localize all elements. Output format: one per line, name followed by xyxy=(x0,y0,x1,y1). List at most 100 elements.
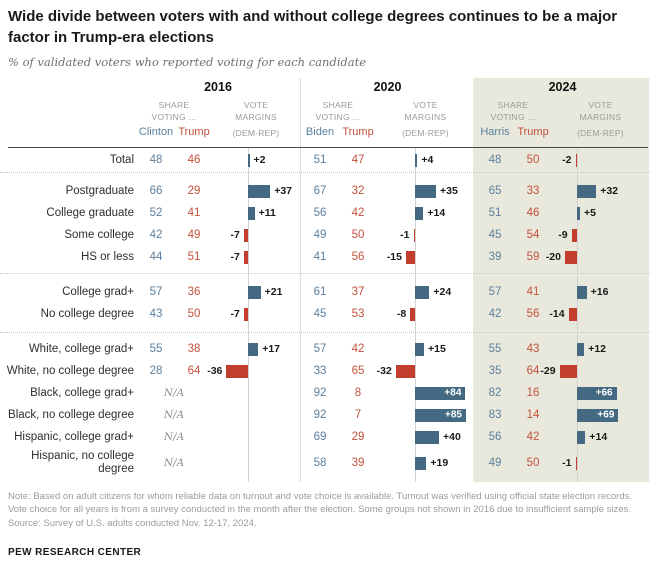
dem-share-value: 61 xyxy=(313,286,327,298)
rep-share-value: 16 xyxy=(526,387,540,399)
rep-share-value: 50 xyxy=(526,457,540,469)
dem-share-value: 42 xyxy=(488,308,502,320)
rep-share-value: 47 xyxy=(351,154,365,166)
margin-bar xyxy=(577,342,585,356)
year-label-2020: 2020 xyxy=(373,80,402,94)
row-group: Total 48 46 +2 51 47 +4 48 50 -2 xyxy=(0,148,650,173)
rep-share-value: 49 xyxy=(187,229,201,241)
table-row: Some college 42 49 -7 49 50 -1 45 54 -9 xyxy=(0,224,650,246)
pew-research-center-brand: PEW RESEARCH CENTER xyxy=(8,547,142,558)
margin-value: -7 xyxy=(230,229,240,241)
dem-share-value: 65 xyxy=(488,185,502,197)
rep-share-value: 54 xyxy=(526,229,540,241)
row-group: College grad+ 57 36 +21 61 37 +24 57 41 +16 No col… xyxy=(0,274,650,333)
rep-share-value: 53 xyxy=(351,308,365,320)
margin-bar xyxy=(565,250,577,264)
margin-value: +19 xyxy=(430,457,449,469)
margin-value: -9 xyxy=(558,229,568,241)
margin-bar xyxy=(577,285,587,299)
dem-share-value: 56 xyxy=(313,207,327,219)
margin-bar xyxy=(577,386,617,400)
na-value: N/A xyxy=(163,431,185,443)
footer-notes: Note: Based on adult citizens for whom r… xyxy=(8,490,638,530)
row-label: Hispanic, college grad+ xyxy=(14,430,134,443)
dem-share-value: 82 xyxy=(488,387,502,399)
rep-share-value: 50 xyxy=(351,229,365,241)
margin-bar xyxy=(415,430,439,444)
rep-share-value: 59 xyxy=(526,251,540,263)
rep-share-value: 46 xyxy=(526,207,540,219)
margin-bar xyxy=(226,364,248,378)
dem-share-value: 51 xyxy=(488,207,502,219)
margin-value: +15 xyxy=(428,343,446,355)
na-value: N/A xyxy=(163,409,185,421)
margin-value: -1 xyxy=(400,229,410,241)
row-label: Some college xyxy=(64,228,134,241)
dem-share-value: 69 xyxy=(313,431,327,443)
dem-share-value: 57 xyxy=(488,286,502,298)
row-label: Black, college grad+ xyxy=(30,386,134,399)
table-row: White, college grad+ 55 38 +17 57 42 +15 55 43 +1… xyxy=(0,338,650,360)
margin-bar xyxy=(415,342,424,356)
rep-share-value: 14 xyxy=(526,409,540,421)
dem-share-value: 35 xyxy=(488,365,502,377)
rep-share-value: 38 xyxy=(187,343,201,355)
dem-share-value: 28 xyxy=(149,365,163,377)
margin-bar xyxy=(415,386,466,400)
chart-subtitle: % of validated voters who reported votin… xyxy=(8,55,367,69)
dem-share-value: 45 xyxy=(313,308,327,320)
rep-share-value: 51 xyxy=(187,251,201,263)
table-row: Total 48 46 +2 51 47 +4 48 50 -2 xyxy=(0,148,650,172)
rep-share-value: 39 xyxy=(351,457,365,469)
dem-candidate-2020: Biden xyxy=(305,126,335,138)
margin-value: -29 xyxy=(540,365,556,377)
margin-value: -2 xyxy=(562,154,572,166)
row-label: Total xyxy=(109,153,134,166)
rep-share-value: 56 xyxy=(526,308,540,320)
margin-value: +85 xyxy=(445,409,462,421)
share-header-2020: SHARE VOTING ... xyxy=(315,100,361,122)
rep-share-value: 7 xyxy=(354,409,362,421)
margin-value: -7 xyxy=(230,308,240,320)
table-row: College graduate 52 41 +11 56 42 +14 51 46 +5 xyxy=(0,202,650,224)
margin-bar xyxy=(577,206,580,220)
panel-2024-highlight xyxy=(473,78,649,482)
dem-share-value: 49 xyxy=(313,229,327,241)
table-row: Black, college grad+ N/A 92 8 +84 82 16 +66 xyxy=(0,382,650,404)
row-label: Hispanic, no college degree xyxy=(31,450,134,475)
margin-zero-axis-2016 xyxy=(248,147,249,482)
dem-share-value: 56 xyxy=(488,431,502,443)
dem-share-value: 48 xyxy=(149,154,163,166)
rep-share-value: 50 xyxy=(526,154,540,166)
rep-share-value: 65 xyxy=(351,365,365,377)
row-label: White, college grad+ xyxy=(28,342,134,355)
margin-bar xyxy=(575,456,577,470)
demrep-label-2024: (DEM-REP) xyxy=(577,128,624,138)
dem-share-value: 83 xyxy=(488,409,502,421)
margin-value: -15 xyxy=(386,251,402,263)
rep-share-value: 50 xyxy=(187,308,201,320)
rep-share-value: 64 xyxy=(187,365,201,377)
margin-value: -32 xyxy=(376,365,392,377)
margins-header-2024: VOTE MARGINS xyxy=(579,100,622,122)
margin-bar xyxy=(248,285,261,299)
margin-bar xyxy=(410,307,415,321)
rep-share-value: 36 xyxy=(187,286,201,298)
margin-value: +11 xyxy=(258,207,276,219)
dem-share-value: 55 xyxy=(149,343,163,355)
row-group: White, college grad+ 55 38 +17 57 42 +15 55 43 +1… xyxy=(0,333,650,482)
note-text: Note: Based on adult citizens for whom r… xyxy=(8,491,633,516)
margins-header-2020: VOTE MARGINS xyxy=(404,100,447,122)
margin-value: -36 xyxy=(207,365,223,377)
dem-share-value: 43 xyxy=(149,308,163,320)
margin-value: +40 xyxy=(443,431,461,443)
table-row: HS or less 44 51 -7 41 56 -15 39 59 -20 xyxy=(0,246,650,268)
margin-bar xyxy=(571,228,577,242)
margin-value: +14 xyxy=(427,207,446,219)
margin-bar xyxy=(415,184,436,198)
rep-share-value: 43 xyxy=(526,343,540,355)
vote-table: 2016 2020 2024 SHARE VOTING ... VOTE MARGI… xyxy=(0,78,650,482)
margin-value: +69 xyxy=(597,409,615,421)
dem-share-value: 48 xyxy=(488,154,502,166)
margin-value: +16 xyxy=(590,286,609,298)
